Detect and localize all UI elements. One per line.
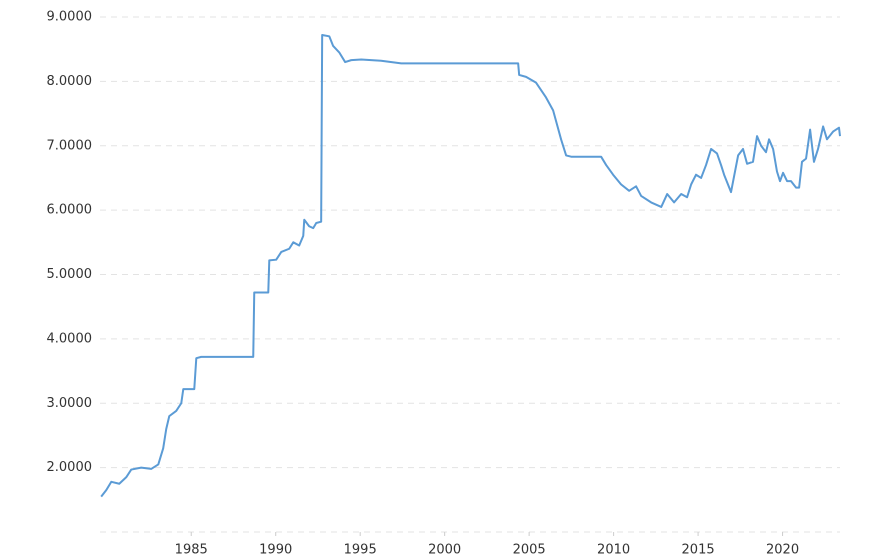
x-tick-label: 2015 bbox=[682, 543, 715, 558]
line-series bbox=[100, 34, 841, 498]
x-tick-label: 1990 bbox=[259, 543, 292, 558]
y-tick-label: 4.0000 bbox=[47, 331, 93, 346]
y-tick-label: 6.0000 bbox=[47, 203, 93, 218]
x-tick-label: 1985 bbox=[175, 543, 208, 558]
x-tick-label: 2000 bbox=[428, 543, 461, 558]
y-tick-label: 8.0000 bbox=[47, 74, 93, 89]
y-tick-label: 5.0000 bbox=[47, 267, 93, 282]
x-tick-label: 2005 bbox=[513, 543, 546, 558]
x-tick-label: 1995 bbox=[344, 543, 377, 558]
x-tick-label: 2020 bbox=[766, 543, 799, 558]
y-tick-label: 9.0000 bbox=[47, 10, 93, 25]
y-tick-label: 2.0000 bbox=[47, 460, 93, 475]
y-tick-label: 3.0000 bbox=[47, 396, 93, 411]
y-tick-label: 7.0000 bbox=[47, 138, 93, 153]
x-tick-label: 2010 bbox=[597, 543, 630, 558]
